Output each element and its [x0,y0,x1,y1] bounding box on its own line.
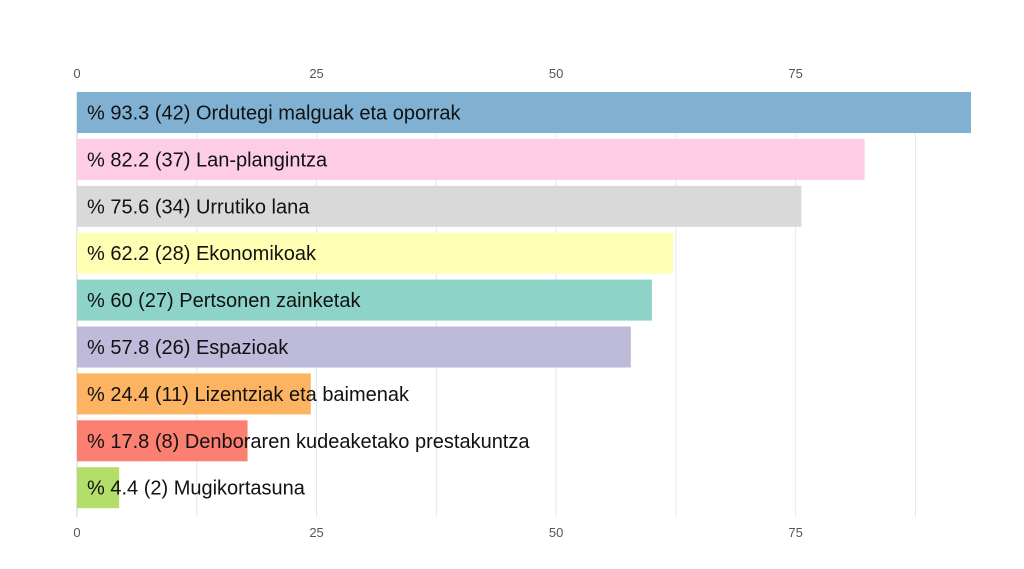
top-tick-label: 0 [73,66,80,81]
bar-label: % 57.8 (26) Espazioak [87,337,289,359]
bar [77,373,311,415]
bar-label: % 93.3 (42) Ordutegi malguak eta oporrak [87,103,462,125]
bar-label: % 24.4 (11) Lizentziak eta baimenak [87,384,410,406]
bar-label: % 17.8 (8) Denboraren kudeaketako presta… [87,431,530,453]
bar [77,92,971,133]
top-tick-label: 50 [549,66,563,81]
bar [77,185,802,227]
bar [77,279,652,321]
bottom-tick-label: 0 [73,525,80,540]
bar-labels: % 93.3 (42) Ordutegi malguak eta oporrak… [87,103,530,500]
bar-label: % 4.4 (2) Mugikortasuna [87,478,306,500]
bottom-tick-label: 25 [309,525,323,540]
bar [77,138,865,180]
bottom-axis-ticks: 0 25 50 75 [73,525,803,540]
bar-label: % 82.2 (37) Lan-plangintza [87,149,328,171]
top-tick-label: 75 [788,66,802,81]
bar-label: % 75.6 (34) Urrutiko lana [87,196,310,218]
bar [77,420,248,462]
top-tick-label: 25 [309,66,323,81]
bar [77,326,631,368]
bar-label: % 62.2 (28) Ekonomikoak [87,243,317,265]
bottom-tick-label: 75 [788,525,802,540]
bottom-tick-label: 50 [549,525,563,540]
bar-label: % 60 (27) Pertsonen zainketak [87,290,361,312]
top-axis-ticks: 0 25 50 75 [73,66,803,81]
bars [77,92,971,509]
bar [77,232,673,274]
bar [77,467,120,509]
